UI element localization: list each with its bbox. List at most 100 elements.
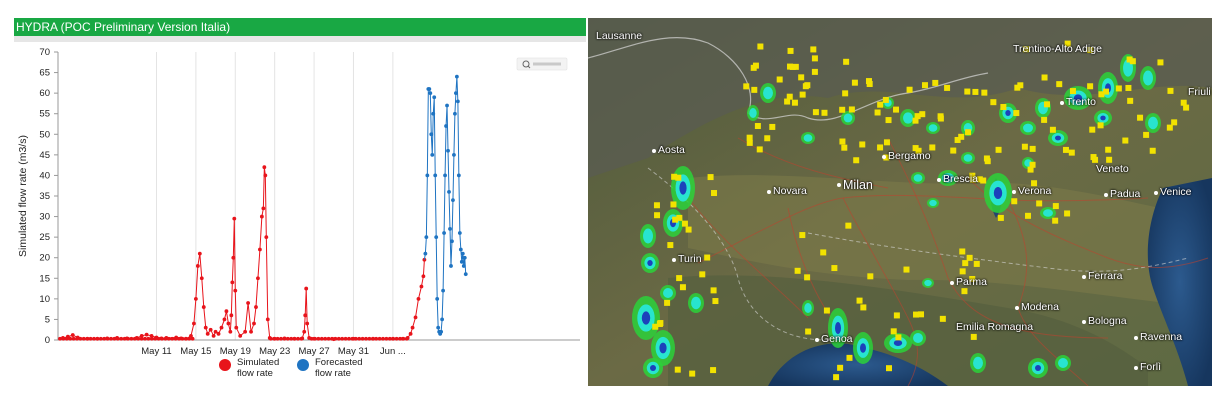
- rain-cell: [1145, 113, 1161, 133]
- station-marker: [1049, 126, 1056, 133]
- station-marker: [939, 315, 946, 322]
- data-point: [183, 336, 188, 341]
- data-point: [71, 336, 76, 341]
- data-point: [112, 336, 117, 341]
- station-marker: [671, 173, 678, 180]
- station-marker: [1129, 58, 1136, 65]
- data-point: [419, 284, 424, 289]
- station-marker: [1171, 119, 1178, 126]
- data-point: [226, 321, 231, 326]
- rain-cell: [1020, 121, 1036, 135]
- city-label: Friuli: [1188, 86, 1211, 98]
- road-line: [687, 197, 809, 319]
- city-marker: [1082, 275, 1086, 279]
- station-marker: [915, 147, 922, 154]
- city-label: Verona: [1018, 185, 1052, 197]
- station-marker: [972, 88, 979, 95]
- data-point: [333, 336, 338, 341]
- rain-cell: [1048, 130, 1068, 146]
- data-point: [451, 198, 455, 203]
- data-point: [197, 251, 202, 256]
- station-marker: [1125, 84, 1132, 91]
- station-marker: [769, 123, 776, 130]
- data-point: [410, 325, 415, 330]
- station-marker: [959, 248, 966, 255]
- y-tick-label: 40: [39, 170, 50, 181]
- station-marker: [929, 144, 936, 151]
- station-marker: [845, 222, 852, 229]
- station-marker: [784, 98, 791, 105]
- road-line: [887, 137, 1109, 339]
- station-marker: [1013, 110, 1020, 117]
- data-point: [98, 336, 103, 341]
- show-all-button[interactable]: [516, 57, 568, 71]
- road-line: [737, 137, 889, 189]
- station-marker: [1149, 147, 1156, 154]
- data-point: [208, 327, 213, 332]
- data-point: [357, 336, 362, 341]
- station-marker: [976, 176, 983, 183]
- city-marker: [1154, 191, 1158, 195]
- legend-label-simulated: Simulated flow rate: [237, 357, 280, 379]
- station-marker: [710, 367, 717, 374]
- station-marker: [757, 43, 764, 50]
- data-point: [343, 336, 348, 341]
- city-label: Emilia Romagna: [956, 321, 1034, 333]
- data-point: [230, 280, 235, 285]
- rain-cell: [651, 330, 675, 366]
- city-marker: [937, 178, 941, 182]
- y-tick-label: 65: [39, 68, 50, 79]
- station-marker: [842, 90, 849, 97]
- data-point: [463, 272, 468, 277]
- data-point: [323, 336, 328, 341]
- station-marker: [1115, 85, 1122, 92]
- station-marker: [1029, 145, 1036, 152]
- rain-cell: [984, 173, 1012, 213]
- legend-marker-simulated: [219, 359, 231, 371]
- data-point: [252, 321, 256, 326]
- station-marker: [1166, 124, 1173, 131]
- city-marker: [882, 155, 886, 159]
- station-marker: [1106, 156, 1113, 163]
- data-point: [384, 336, 389, 341]
- station-marker: [664, 299, 671, 306]
- station-marker: [810, 46, 817, 53]
- station-marker: [674, 366, 681, 373]
- station-marker: [903, 266, 910, 273]
- station-marker: [1014, 84, 1021, 91]
- data-point: [423, 251, 428, 256]
- data-point: [231, 255, 236, 260]
- x-tick-label: May 15: [180, 346, 211, 357]
- station-marker: [919, 111, 926, 118]
- station-marker: [1087, 83, 1094, 90]
- y-tick-label: 20: [39, 253, 50, 264]
- rain-cell: [641, 253, 659, 273]
- data-point: [364, 336, 368, 341]
- station-marker: [918, 311, 925, 318]
- station-marker: [959, 268, 966, 275]
- data-point: [219, 325, 224, 330]
- rain-cell: [926, 122, 940, 134]
- station-marker: [1167, 87, 1174, 94]
- data-point: [254, 305, 258, 309]
- data-point: [232, 216, 237, 221]
- data-point: [381, 336, 385, 341]
- data-point: [459, 259, 464, 264]
- rain-cell: [1098, 72, 1118, 104]
- rain-cell: [632, 296, 660, 340]
- city-label: Veneto: [1096, 163, 1129, 175]
- precipitation-map[interactable]: Lausanne Aosta Trentino-Alto Adige Trento Fr…: [588, 18, 1212, 386]
- app-title: HYDRA (POC Preliminary Version Italia): [16, 20, 231, 34]
- station-marker: [786, 93, 793, 100]
- station-marker: [965, 129, 972, 136]
- city-label: Forlì: [1140, 361, 1161, 373]
- station-marker: [969, 176, 976, 183]
- city-label: Turin: [678, 253, 702, 265]
- data-point: [222, 317, 227, 322]
- station-marker: [980, 177, 987, 184]
- y-tick-label: 25: [39, 232, 50, 243]
- station-marker: [699, 271, 706, 278]
- station-marker: [672, 216, 679, 223]
- data-point: [424, 235, 429, 240]
- station-marker: [1180, 99, 1187, 106]
